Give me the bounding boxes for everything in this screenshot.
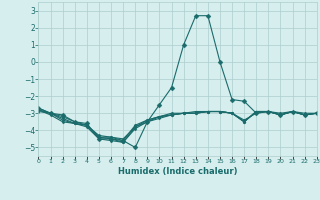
X-axis label: Humidex (Indice chaleur): Humidex (Indice chaleur) bbox=[118, 167, 237, 176]
